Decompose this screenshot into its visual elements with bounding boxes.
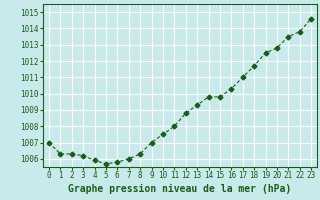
X-axis label: Graphe pression niveau de la mer (hPa): Graphe pression niveau de la mer (hPa) [68,184,292,194]
